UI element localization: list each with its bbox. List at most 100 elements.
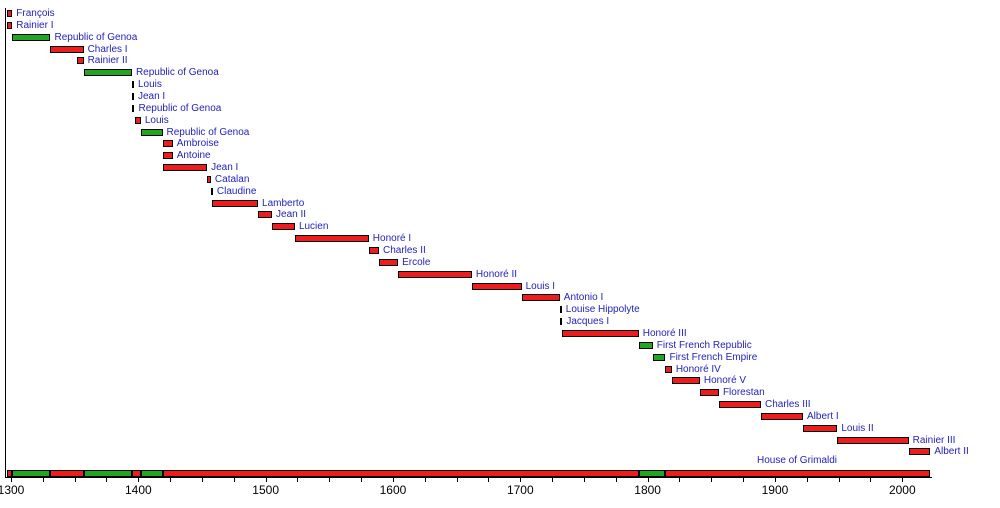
timeline-bar-label: Louis II xyxy=(841,422,874,434)
x-axis-major-tick xyxy=(265,477,267,482)
x-axis-major-tick xyxy=(647,477,649,482)
timeline-bar xyxy=(131,81,134,89)
timeline-bar-label: First French Empire xyxy=(669,351,758,363)
timeline-bar xyxy=(140,128,163,136)
summary-bar-segment xyxy=(638,470,666,477)
x-axis-major-tick xyxy=(138,477,140,482)
timeline-bar xyxy=(294,235,369,243)
timeline-bar xyxy=(521,294,560,302)
timeline-bar-label: Florestan xyxy=(722,387,765,399)
summary-bar-segment xyxy=(50,470,84,477)
timeline-bar xyxy=(162,140,173,148)
timeline-bar-label: Honoré III xyxy=(642,327,687,339)
timeline-bar xyxy=(258,211,273,219)
timeline-bar-label: Honoré I xyxy=(372,233,412,245)
timeline-bar-label: Antoine xyxy=(176,150,211,162)
timeline-bar xyxy=(212,199,258,207)
timeline-bar xyxy=(368,247,379,254)
timeline-bar-label: Lucien xyxy=(298,221,329,233)
x-axis-major-tick xyxy=(902,477,904,482)
x-axis-minor-tick xyxy=(201,477,203,482)
timeline-bar-label: Charles III xyxy=(764,399,811,411)
summary-bar-segment xyxy=(665,470,931,477)
timeline-bar-label: Louis xyxy=(144,114,169,126)
timeline-bar xyxy=(131,92,134,100)
timeline-bar xyxy=(562,329,639,337)
timeline-bar xyxy=(7,21,13,29)
timeline-bar-label: Jean I xyxy=(211,162,239,174)
x-axis-minor-tick xyxy=(679,477,681,482)
timeline-bar-label: Honoré II xyxy=(475,268,518,280)
timeline-bar xyxy=(471,282,522,290)
timeline-bar xyxy=(699,389,719,397)
timeline-bar xyxy=(77,57,84,65)
x-axis-tick-label: 1700 xyxy=(506,483,534,497)
x-axis-minor-tick xyxy=(806,477,808,482)
timeline-bar xyxy=(50,45,84,53)
timeline-bar xyxy=(134,116,141,124)
timeline-bar xyxy=(665,365,672,373)
timeline-bar-label: Rainier I xyxy=(16,19,54,31)
x-axis-minor-tick xyxy=(552,477,554,482)
timeline-bar-label: Claudine xyxy=(216,185,257,197)
timeline-bar xyxy=(652,353,666,361)
timeline-bar xyxy=(671,377,700,385)
x-axis-minor-tick xyxy=(170,477,172,482)
timeline-bar xyxy=(7,10,13,17)
x-axis-minor-tick xyxy=(329,477,331,482)
x-axis-minor-tick xyxy=(456,477,458,482)
x-axis-minor-tick xyxy=(743,477,745,482)
x-axis-minor-tick xyxy=(488,477,490,482)
y-axis-spine xyxy=(5,8,6,478)
summary-bar-segment xyxy=(162,470,639,477)
x-axis-minor-tick xyxy=(870,477,872,482)
x-axis-major-tick xyxy=(520,477,522,482)
timeline-bar-label: Ambroise xyxy=(176,138,219,150)
timeline-bar-label: Catalan xyxy=(214,173,250,185)
x-axis-tick-label: 1600 xyxy=(379,483,407,497)
timeline-bar xyxy=(83,69,132,77)
timeline-bar-label: Charles I xyxy=(87,43,128,55)
timeline-bar-label: Honoré V xyxy=(703,375,747,387)
x-axis-line xyxy=(5,477,932,478)
summary-bar-label: House of Grimaldi xyxy=(756,455,838,466)
x-axis-minor-tick xyxy=(233,477,235,482)
timeline-bar-label: Louis I xyxy=(525,280,556,292)
summary-bar-segment xyxy=(131,470,141,477)
timeline-bar xyxy=(272,223,295,231)
x-axis-minor-tick xyxy=(74,477,76,482)
timeline-bar-label: Republic of Genoa xyxy=(166,126,250,138)
x-axis-minor-tick xyxy=(711,477,713,482)
x-axis-minor-tick xyxy=(361,477,363,482)
timeline-bar xyxy=(802,424,838,432)
timeline-bar-label: First French Republic xyxy=(656,339,752,351)
timeline-bar xyxy=(162,152,173,160)
timeline-bar-label: Rainier III xyxy=(912,434,956,446)
x-axis-major-tick xyxy=(11,477,12,482)
x-axis-minor-tick xyxy=(615,477,617,482)
timeline-bar-label: Lamberto xyxy=(262,197,305,209)
x-axis-tick-label: 1400 xyxy=(124,483,152,497)
timeline-bar-label: Albert I xyxy=(806,410,839,422)
x-axis-major-tick xyxy=(392,477,394,482)
timeline-bar-label: Republic of Genoa xyxy=(54,31,138,43)
timeline-bar-label: Rainier II xyxy=(87,55,128,67)
summary-bar-segment xyxy=(12,470,51,477)
x-axis-tick-label: 2000 xyxy=(888,483,916,497)
x-axis-minor-tick xyxy=(838,477,840,482)
x-axis-tick-label: 1500 xyxy=(252,483,280,497)
summary-bar-segment xyxy=(140,470,163,477)
timeline-bar xyxy=(398,270,472,278)
timeline-bar-label: Jean I xyxy=(137,90,166,102)
timeline-bar xyxy=(210,187,213,195)
summary-bar-segment xyxy=(7,470,13,477)
x-axis-minor-tick xyxy=(297,477,299,482)
timeline-bar-label: Albert II xyxy=(934,446,969,458)
timeline-bar xyxy=(760,412,803,420)
timeline-bar-label: Jean II xyxy=(276,209,307,221)
x-axis-tick-label: 1300 xyxy=(0,483,25,497)
timeline-bar-label: Republic of Genoa xyxy=(135,67,219,79)
timeline-bar xyxy=(559,318,563,326)
x-axis-tick-label: 1900 xyxy=(761,483,789,497)
